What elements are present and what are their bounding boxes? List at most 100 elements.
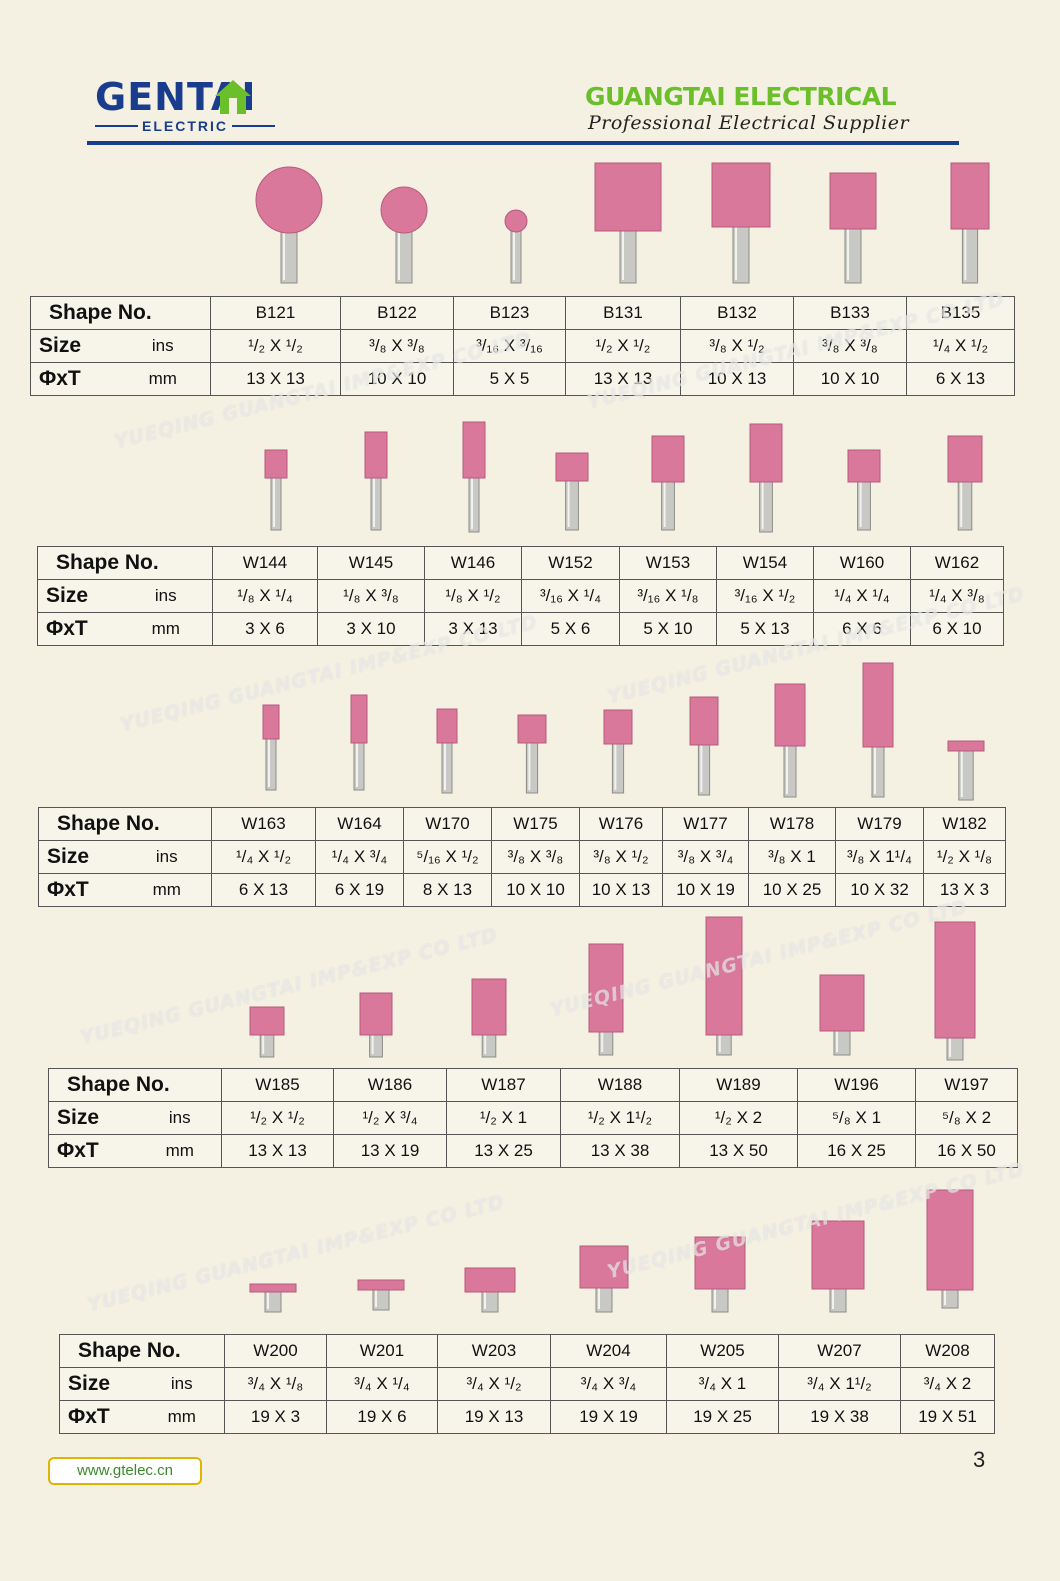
size-mm-cell: 13 X 25 [446,1134,561,1168]
grinding-stone-head [847,449,881,483]
dimension-row: ΦxT mm 13 X 13 13 X 19 13 X 25 13 X 38 13 X 50… [48,1134,1018,1168]
spec-table-5: Shape No. W200 W201 W203 W204 W205 W207 W208 Siz… [59,1334,995,1434]
size-mm-cell: 19 X 13 [437,1400,551,1434]
steel-shank [481,1287,499,1313]
grinding-stone-head [947,435,983,483]
steel-shank [468,473,480,533]
dimension-label: ΦxT [59,1400,140,1434]
shape-no-cell: W164 [315,807,404,841]
mounted-point-w175 [517,714,547,794]
mounted-point-w187 [471,978,507,1058]
size-ins-cell: ¹/₂ X ¹/₂ [210,329,341,363]
grinding-stone-ball [255,166,323,234]
size-mm-cell: 6 X 10 [910,612,1004,646]
grinding-stone-head [436,708,458,744]
shape-no-header: Shape No. [59,1334,225,1368]
size-mm-cell: 16 X 50 [915,1134,1018,1168]
shape-no-cell: B132 [680,296,794,330]
dimension-label: ΦxT [48,1134,139,1168]
steel-shank [259,1030,275,1058]
shape-row: Shape No. W185 W186 W187 W188 W189 W196 W197 [48,1068,1018,1102]
size-mm-cell: 10 X 25 [748,873,836,907]
shape-row: Shape No. W144 W145 W146 W152 W153 W154 W160 W16… [37,546,1004,580]
website-link[interactable]: www.gtelec.cn [48,1457,202,1485]
size-mm-cell: 16 X 25 [797,1134,916,1168]
size-ins-cell: ¹/₂ X 2 [679,1101,798,1135]
mm-unit-label: mm [122,873,212,907]
gentai-logo: GENTAI ELECTRIC [95,78,275,134]
grinding-stone-head [749,423,783,483]
spec-table-2: Shape No. W144 W145 W146 W152 W153 W154 W160 W16… [37,546,1004,646]
shape-no-cell: W154 [716,546,814,580]
size-ins-cell: ³/₈ X ³/₈ [340,329,454,363]
ins-unit-label: ins [122,840,212,874]
grinding-stone-head [651,435,685,483]
grinding-stone-head [517,714,547,744]
mounted-point-w160 [847,449,881,531]
mounted-point-w178 [774,683,806,798]
size-ins-cell: ³/₄ X 2 [900,1367,995,1401]
mounted-point-w208 [926,1189,974,1309]
steel-shank [946,1033,964,1061]
shape-no-cell: W203 [437,1334,551,1368]
size-label: Size [38,840,123,874]
grinding-stone-head [926,1189,974,1291]
size-ins-cell: ³/₁₆ X ¹/₈ [619,579,717,613]
size-ins-cell: ³/₁₆ X ¹/₄ [521,579,620,613]
shape-no-cell: W200 [224,1334,327,1368]
ins-unit-label: ins [115,329,211,363]
steel-shank [265,734,277,791]
watermark: YUEQING GUANGTAI IMP&EXP CO LTD [605,1158,1028,1284]
watermark: YUEQING GUANGTAI IMP&EXP CO LTD [78,924,501,1050]
steel-shank [844,224,862,284]
size-ins-cell: ³/₈ X ³/₈ [793,329,907,363]
size-mm-cell: 5 X 5 [453,362,566,396]
shape-no-cell: W179 [835,807,924,841]
shape-no-cell: W208 [900,1334,995,1368]
mounted-point-w164 [350,694,368,791]
shape-no-cell: W204 [550,1334,667,1368]
size-row: Size ins ¹/₂ X ¹/₂ ³/₈ X ³/₈ ³/₁₆ X ³/₁₆ ¹/₂ … [30,329,1015,363]
size-mm-cell: 8 X 13 [403,873,492,907]
size-mm-cell: 13 X 19 [333,1134,447,1168]
size-ins-cell: ⁵/₁₆ X ¹/₂ [403,840,492,874]
size-mm-cell: 10 X 10 [793,362,907,396]
ins-unit-label: ins [138,1101,222,1135]
size-ins-cell: ³/₄ X 1¹/₂ [778,1367,901,1401]
size-ins-cell: ¹/₈ X ¹/₄ [212,579,318,613]
size-mm-cell: 5 X 6 [521,612,620,646]
steel-shank [565,476,579,531]
size-label: Size [37,579,120,613]
grinding-stone-ball [504,209,528,233]
mounted-point-w153 [651,435,685,531]
steel-shank [481,1030,497,1058]
grinding-stone-ball [380,186,428,234]
mounted-point-b131 [594,162,662,284]
steel-shank [857,477,871,531]
grinding-stone-head [359,992,393,1036]
ins-unit-label: ins [119,579,213,613]
size-ins-cell: ³/₄ X ¹/₄ [326,1367,438,1401]
size-ins-cell: ¹/₄ X ³/₄ [315,840,404,874]
size-mm-cell: 3 X 10 [317,612,425,646]
grinding-stone-head [829,172,877,230]
mounted-point-b132 [711,162,771,284]
mm-unit-label: mm [138,1134,222,1168]
mounted-point-w186 [359,992,393,1058]
shape-no-cell: B135 [906,296,1015,330]
shape-no-cell: W178 [748,807,836,841]
size-row: Size ins ¹/₈ X ¹/₄ ¹/₈ X ³/₈ ¹/₈ X ¹/₂ ³/₁₆ X… [37,579,1004,613]
size-row: Size ins ¹/₄ X ¹/₂ ¹/₄ X ³/₄ ⁵/₁₆ X ¹/₂ ³/₈ X… [38,840,1006,874]
grinding-stone-head [934,921,976,1039]
shape-no-header: Shape No. [30,296,211,330]
size-row: Size ins ³/₄ X ¹/₈ ³/₄ X ¹/₄ ³/₄ X ¹/₂ ³/₄ X … [59,1367,995,1401]
size-ins-cell: ¹/₈ X ³/₈ [317,579,425,613]
size-ins-cell: ¹/₂ X 1 [446,1101,561,1135]
size-ins-cell: ³/₄ X ¹/₈ [224,1367,327,1401]
grinding-stone-head [811,1220,865,1290]
size-mm-cell: 10 X 10 [491,873,580,907]
steel-shank [264,1287,282,1313]
steel-shank [370,473,382,531]
grinding-stone-head [555,452,589,482]
steel-shank [941,1285,959,1309]
